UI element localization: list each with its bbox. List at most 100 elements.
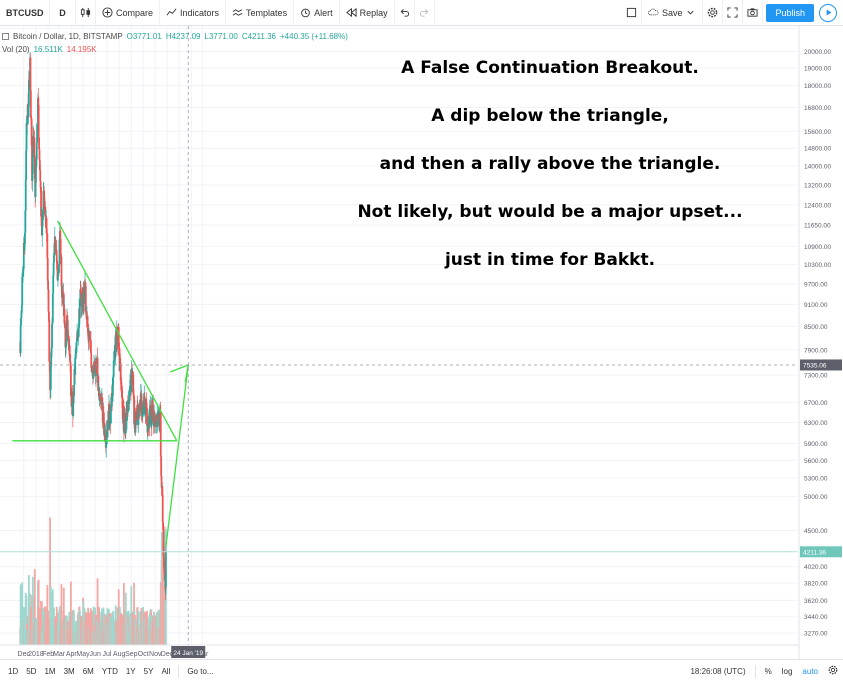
candle-body (75, 342, 78, 353)
candle-body (116, 327, 119, 340)
candle-body (135, 411, 138, 422)
legend-open: O3771.01 (126, 32, 162, 41)
crosshair-price-tag: 7535.06 (800, 359, 842, 371)
candle-down (60, 276, 63, 307)
candle-body (121, 397, 124, 419)
candle-body (110, 397, 113, 408)
annotation-text: A False Continuation Breakout. A dip bel… (330, 58, 770, 298)
play-icon (826, 9, 831, 16)
top-toolbar: BTCUSD D Compare Indicators Templates Al… (0, 0, 843, 26)
candle-body (141, 416, 144, 418)
candle-body (59, 230, 62, 239)
last-price-tag: 4211.36 (800, 546, 842, 558)
percent-toggle[interactable]: % (764, 666, 772, 676)
replay-button[interactable]: Replay (340, 0, 395, 26)
candle-body (84, 286, 87, 312)
interval-button[interactable]: D (50, 0, 76, 26)
candle-body (64, 327, 67, 348)
auto-toggle[interactable]: auto (802, 666, 818, 676)
crosshair-date-tag: 24 Jan '19 (171, 646, 206, 658)
candle-body (38, 137, 40, 150)
save-button[interactable]: Save (642, 0, 704, 26)
price-tick-label: 5600.00 (804, 458, 828, 465)
candle-body (83, 293, 86, 304)
square-icon (626, 7, 637, 18)
range-6m[interactable]: 6M (82, 666, 94, 676)
candle-body (92, 376, 95, 379)
camera-icon (747, 8, 759, 17)
redo-button[interactable] (415, 0, 435, 26)
templates-button[interactable]: Templates (226, 0, 295, 26)
candle-up (42, 208, 44, 223)
candle-body (62, 294, 65, 316)
range-1d[interactable]: 1D (8, 666, 19, 676)
candle-body (46, 258, 49, 281)
candle-up (31, 172, 34, 192)
candle-body (91, 369, 94, 379)
candle-body (100, 400, 102, 404)
volume-bar (62, 587, 65, 645)
candle-body (73, 384, 75, 397)
candle-down (44, 201, 47, 228)
compare-button[interactable]: Compare (96, 0, 161, 26)
rewind-icon (345, 7, 357, 18)
range-3m[interactable]: 3M (63, 666, 75, 676)
settings-button[interactable] (703, 0, 724, 26)
range-ytd[interactable]: YTD (101, 666, 118, 676)
candle-body (121, 386, 123, 398)
range-1m[interactable]: 1M (44, 666, 56, 676)
fullscreen-button[interactable] (723, 0, 744, 26)
collapse-legend-icon[interactable] (2, 33, 9, 40)
candle-body (160, 456, 163, 477)
price-tick-label: 6700.00 (804, 400, 828, 407)
clock-time[interactable]: 18:26:08 (UTC) (690, 666, 746, 676)
fullscreen-layout-button[interactable] (622, 0, 642, 26)
publish-button[interactable]: Publish (766, 3, 814, 22)
candle-down (160, 452, 163, 481)
candle-body (51, 322, 54, 325)
snapshot-button[interactable] (743, 0, 764, 26)
candle-body (146, 422, 149, 432)
goto-button[interactable]: Go to... (187, 666, 214, 676)
candle-body (55, 254, 58, 261)
grid-layer (0, 26, 798, 645)
candle-body (26, 117, 29, 125)
range-all[interactable]: All (161, 666, 171, 676)
annotation-line: Not likely, but would be a major upset..… (357, 202, 743, 222)
triangle-upper-line (56, 220, 178, 442)
candle-body (119, 361, 122, 366)
time-tick-label: Apr (66, 651, 78, 658)
candle-body (99, 393, 102, 399)
settings-button[interactable] (823, 665, 843, 677)
undo-button[interactable] (395, 0, 415, 26)
time-tick-label: Aug (113, 651, 126, 658)
alert-label: Alert (314, 7, 333, 18)
range-5y[interactable]: 5Y (143, 666, 154, 676)
symbol-search[interactable]: BTCUSD (0, 0, 50, 26)
candle-body (63, 309, 66, 324)
templates-icon (232, 9, 243, 16)
candle-body (59, 238, 62, 256)
candle-body (150, 407, 153, 425)
chart-style-button[interactable] (76, 0, 96, 26)
time-tick-label: Oct (138, 651, 149, 658)
candle-body (66, 320, 69, 332)
range-1y[interactable]: 1Y (125, 666, 136, 676)
volume-bar (27, 575, 30, 645)
candle-up (83, 292, 86, 311)
expand-icon (727, 7, 739, 18)
alert-button[interactable]: Alert (294, 0, 340, 26)
play-button[interactable] (819, 3, 837, 22)
candle-body (27, 106, 30, 118)
chart-area[interactable]: 20000.00 19000.00 18000.00 16800.00 15600.00… (0, 26, 843, 659)
volume-indicator-label[interactable]: Vol (20) (2, 45, 30, 54)
candle-body (34, 182, 37, 197)
range-5d[interactable]: 5D (26, 666, 37, 676)
log-toggle[interactable]: log (781, 666, 793, 676)
candle-body (98, 388, 101, 398)
price-tag-box (800, 359, 842, 371)
indicators-button[interactable]: Indicators (160, 0, 227, 26)
candle-body (51, 293, 54, 323)
candle-body (113, 360, 115, 362)
candle-body (162, 522, 165, 531)
